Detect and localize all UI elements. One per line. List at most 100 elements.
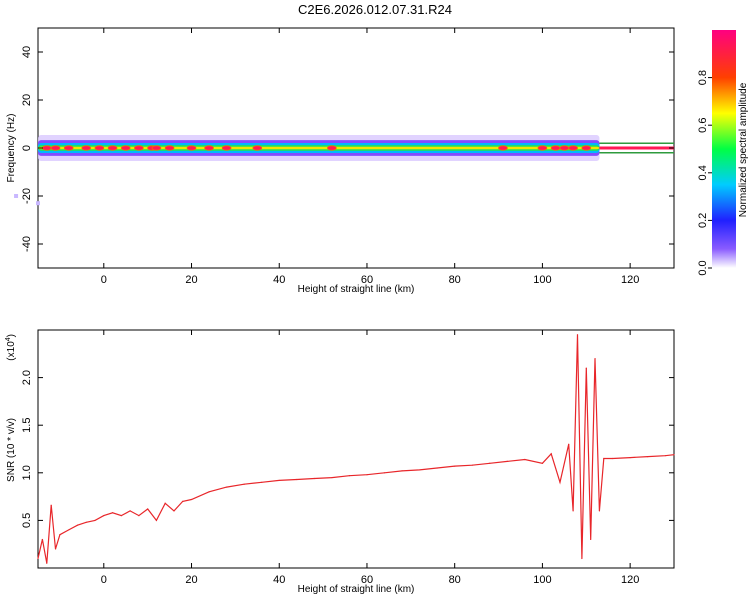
colorbar-tick-label: 0.0: [697, 260, 709, 275]
stray-point: [36, 201, 40, 206]
snr-point: [454, 465, 456, 467]
y-tick-label: 1.0: [21, 465, 33, 480]
band-hotspot: [581, 145, 592, 151]
x-tick-label: 100: [533, 274, 551, 286]
snr-point: [85, 521, 87, 523]
snr-point: [261, 481, 263, 483]
snr-point: [331, 476, 333, 479]
y-tick-label: -20: [21, 188, 33, 204]
x-tick-label: 80: [449, 574, 461, 586]
x-tick-label: 40: [273, 274, 285, 286]
snr-point: [366, 474, 368, 476]
spectrogram-panel: 0 20 40 60 80 100 120 -40 -20 0 20 40 Height of str…: [6, 27, 675, 295]
spectrogram-y-label: Frequency (Hz): [6, 114, 17, 183]
snr-point: [37, 557, 39, 560]
snr-point: [541, 462, 544, 464]
snr-point: [164, 502, 166, 504]
band-hotspot: [120, 145, 131, 151]
band-hotspot: [50, 145, 61, 151]
snr-point: [41, 538, 43, 541]
spectrogram-band: [14, 135, 674, 206]
snr-point: [111, 512, 114, 514]
snr-point: [647, 456, 649, 458]
snr-point: [59, 534, 61, 536]
band-hotspot: [221, 145, 232, 151]
band-hotspot: [164, 145, 175, 151]
snr-point: [138, 515, 140, 517]
snr-point: [278, 479, 280, 482]
snr-point: [572, 510, 574, 512]
band-hotspot: [151, 145, 162, 151]
snr-point: [190, 498, 193, 501]
band-hotspot: [559, 145, 570, 151]
snr-point: [568, 443, 570, 445]
snr-point: [603, 457, 605, 460]
colorbar-tick-label: 0.2: [697, 213, 709, 228]
snr-point: [296, 478, 298, 481]
snr-point: [436, 467, 438, 469]
snr-point: [581, 557, 583, 560]
snr-point: [147, 508, 149, 510]
y-tick-label: 20: [21, 94, 33, 106]
snr-point: [383, 472, 386, 474]
colorbar-ticks: 0.0 0.2 0.4 0.6 0.8: [697, 70, 712, 276]
band-hotspot: [537, 145, 548, 151]
x-tick-label: 0: [101, 274, 107, 286]
snr-point: [243, 483, 245, 485]
colorbar-tick-label: 0.4: [697, 165, 709, 180]
snr-y-multiplier: (x104): [5, 334, 17, 361]
colorbar-label: Normalized spectral amplitude: [738, 82, 749, 217]
snr-point: [559, 481, 561, 483]
snr-point: [103, 515, 105, 517]
colorbar: 0.0 0.2 0.4 0.6 0.8 Normalized spectral ampl…: [697, 30, 749, 276]
band-hotspot: [107, 145, 118, 151]
band-hotspot: [568, 145, 579, 151]
y-tick-label: 2.0: [21, 370, 33, 385]
x-tick-label: 80: [449, 274, 461, 286]
y-tick-label: 0: [21, 145, 33, 151]
snr-point: [598, 510, 601, 512]
snr-x-label: Height of straight line (km): [298, 584, 415, 595]
y-tick-label: 40: [21, 46, 33, 58]
x-tick-label: 0: [101, 574, 107, 586]
x-tick-label: 40: [273, 574, 285, 586]
snr-point: [68, 529, 70, 531]
band-hotspot: [186, 145, 197, 151]
snr-y-multiplier-text: (x104): [5, 334, 17, 361]
chart-title: C2E6.2026.012.07.31.R24: [298, 2, 452, 17]
snr-point: [76, 524, 79, 526]
snr-point: [664, 455, 666, 457]
snr-point: [550, 453, 552, 455]
x-tick-label: 20: [185, 574, 197, 586]
band-hotspot: [550, 145, 561, 151]
x-tick-label: 60: [361, 274, 373, 286]
snr-point: [208, 491, 210, 493]
x-tick-label: 120: [621, 574, 639, 586]
x-tick-label: 20: [185, 274, 197, 286]
snr-y-label: SNR (10 * v/v): [6, 418, 17, 482]
snr-point: [54, 548, 57, 550]
snr-point: [129, 510, 131, 512]
snr-point: [611, 457, 614, 460]
snr-point: [182, 500, 184, 502]
snr-point: [94, 519, 96, 522]
snr-point: [590, 538, 592, 541]
band-hotspot: [204, 145, 214, 151]
snr-panel: 0 20 40 60 80 100 120 0.5 1.0 1.5 2.0 Height of st…: [5, 329, 675, 595]
snr-point: [120, 515, 122, 517]
spectrogram-x-label: Height of straight line (km): [298, 284, 415, 295]
band-hotspot: [63, 145, 74, 151]
y-tick-label: 1.5: [21, 418, 33, 433]
snr-point: [524, 458, 526, 461]
snr-point: [576, 334, 579, 336]
snr-point: [401, 470, 403, 472]
stray-point: [14, 194, 19, 198]
band-core: [38, 146, 600, 150]
band-hotspot: [133, 145, 144, 151]
snr-series: [37, 334, 675, 564]
snr-point: [226, 486, 228, 488]
band-hotspot: [94, 145, 105, 151]
snr-point: [489, 462, 491, 464]
x-tick-label: 120: [621, 274, 639, 286]
